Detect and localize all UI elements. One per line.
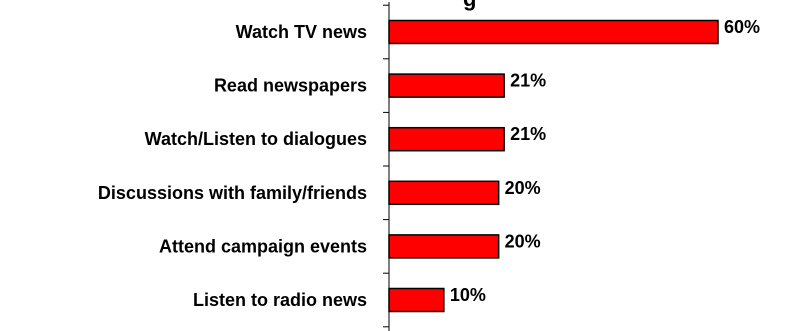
category-label-2: Watch/Listen to dialogues bbox=[145, 129, 367, 149]
bar-2 bbox=[388, 126, 505, 152]
bar-4 bbox=[388, 234, 500, 259]
category-labels: Watch TV news Read newspapers Watch/Listen… bbox=[98, 22, 367, 310]
chart-title-fragment: g bbox=[463, 0, 476, 11]
bar-3 bbox=[388, 180, 500, 206]
value-label-3: 20% bbox=[505, 178, 541, 198]
value-label-4: 20% bbox=[505, 231, 541, 251]
category-label-5: Listen to radio news bbox=[193, 290, 367, 310]
value-label-5: 10% bbox=[450, 285, 486, 305]
bar-1 bbox=[388, 73, 505, 98]
y-axis bbox=[383, 2, 390, 331]
value-label-2: 21% bbox=[510, 124, 546, 144]
bar-0 bbox=[388, 19, 719, 45]
bar-5 bbox=[388, 287, 445, 313]
category-label-1: Read newspapers bbox=[214, 76, 367, 96]
category-label-4: Attend campaign events bbox=[159, 236, 367, 256]
value-labels: 60% 21% 21% 20% 20% 10% bbox=[450, 17, 760, 305]
category-label-3: Discussions with family/friends bbox=[98, 183, 367, 203]
value-label-1: 21% bbox=[510, 71, 546, 91]
value-label-0: 60% bbox=[724, 17, 760, 37]
category-label-0: Watch TV news bbox=[236, 22, 367, 42]
bars bbox=[388, 19, 719, 313]
